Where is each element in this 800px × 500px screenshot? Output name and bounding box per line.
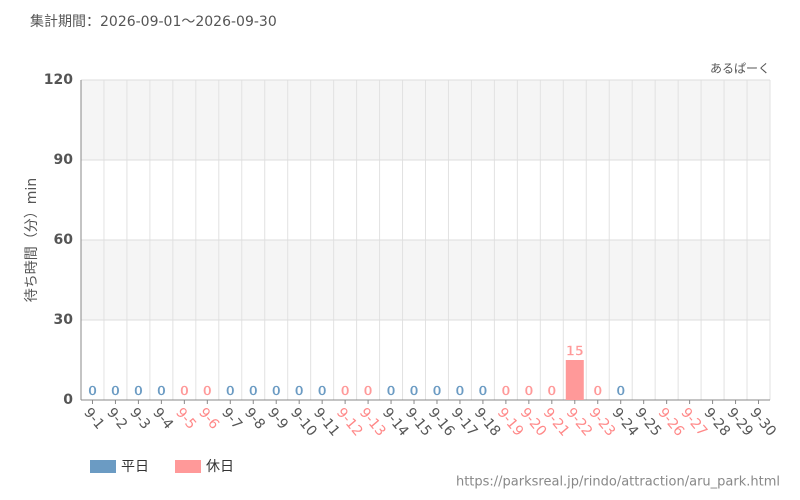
legend-label: 平日: [121, 459, 149, 475]
value-label: 0: [318, 385, 327, 400]
y-tick-label: 90: [54, 152, 74, 168]
footer-url: https://parksreal.jp/rindo/attraction/ar…: [456, 475, 780, 490]
value-label: 0: [226, 385, 235, 400]
value-label: 0: [364, 385, 373, 400]
legend-swatch: [175, 460, 201, 473]
value-label: 0: [478, 385, 487, 400]
value-label: 0: [341, 385, 350, 400]
x-tick-label: 9-2: [103, 405, 130, 433]
value-label: 0: [524, 385, 533, 400]
chart-header: 集計期間：2026-09-01～2026-09-30: [30, 13, 277, 30]
value-label: 0: [432, 385, 441, 400]
x-tick-label: 9-5: [172, 405, 199, 433]
y-tick-label: 120: [44, 72, 73, 88]
x-tick-label: 9-8: [241, 405, 268, 433]
value-label: 0: [88, 385, 97, 400]
x-tick-label: 9-1: [80, 405, 107, 433]
value-label: 0: [249, 385, 258, 400]
bar: [565, 360, 584, 400]
source-name: あるぱーく: [710, 62, 770, 76]
value-label: 0: [547, 385, 556, 400]
value-label: 0: [295, 385, 304, 400]
value-label: 0: [593, 385, 602, 400]
y-tick-label: 60: [54, 232, 74, 248]
value-label: 0: [616, 385, 625, 400]
x-tick-label: 9-7: [218, 405, 245, 433]
value-label: 0: [157, 385, 166, 400]
value-label: 15: [566, 345, 584, 360]
value-label: 0: [387, 385, 396, 400]
x-tick-label: 9-3: [126, 405, 153, 433]
value-label: 0: [455, 385, 464, 400]
legend-swatch: [90, 460, 116, 473]
legend-label: 休日: [206, 459, 234, 475]
y-tick-label: 30: [54, 312, 74, 328]
x-tick-label: 9-4: [149, 405, 176, 433]
value-label: 0: [272, 385, 281, 400]
x-tick-label: 9-9: [264, 405, 291, 433]
x-tick-label: 9-6: [195, 405, 222, 433]
y-tick-label: 0: [63, 392, 73, 408]
value-label: 0: [501, 385, 510, 400]
value-label: 0: [111, 385, 120, 400]
value-label: 0: [203, 385, 212, 400]
value-label: 0: [134, 385, 143, 400]
y-axis-label: 待ち時間（分）min: [24, 178, 40, 302]
value-label: 0: [180, 385, 189, 400]
value-label: 0: [409, 385, 418, 400]
